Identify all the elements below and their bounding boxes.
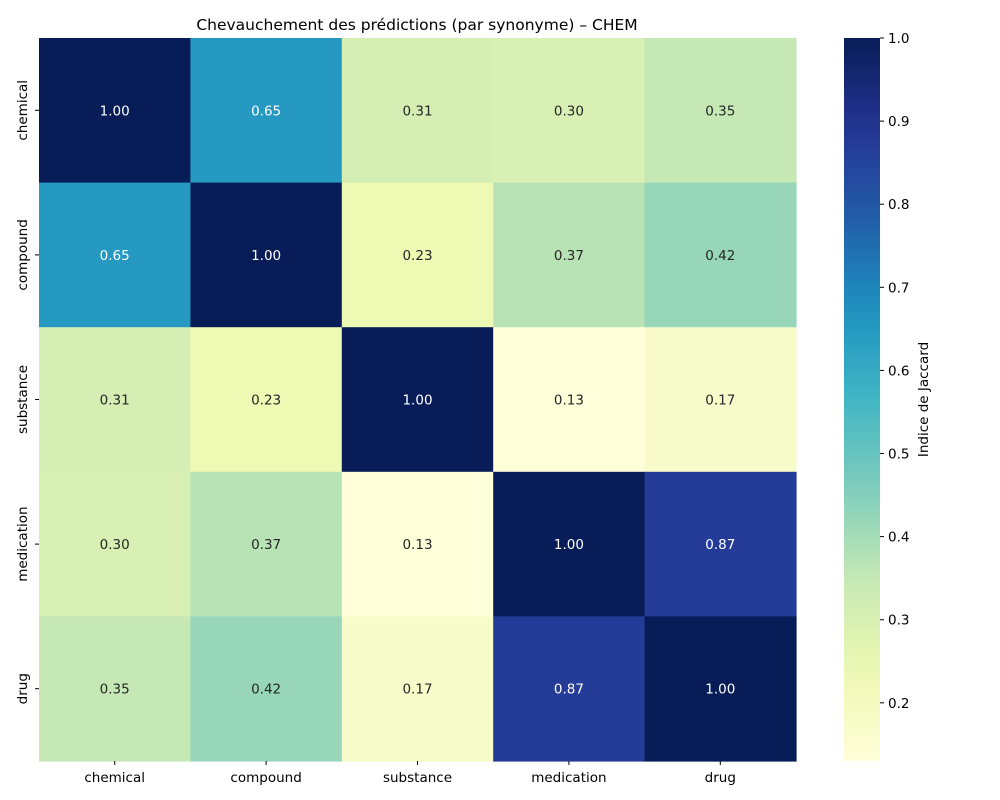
cell-value-3-2: 0.13: [402, 537, 432, 553]
cell-value-4-1: 0.42: [251, 682, 281, 698]
y-tick-label-4: drug: [15, 673, 31, 704]
cell-value-4-3: 0.87: [554, 682, 584, 698]
cell-value-2-1: 0.23: [251, 393, 281, 409]
heatmap-cell-0-3: [493, 38, 646, 184]
chart-title: Chevauchement des prédictions (par synon…: [196, 16, 637, 34]
cell-value-2-2: 1.00: [402, 393, 432, 409]
colorbar-tick-label-7: 0.9: [888, 114, 909, 130]
y-tick-label-0: chemical: [15, 80, 31, 141]
cell-value-1-2: 0.23: [402, 248, 432, 264]
cell-value-0-3: 0.30: [554, 103, 584, 119]
x-tick-label-3: medication: [531, 770, 606, 786]
heatmap-cell-4-1: [190, 616, 343, 762]
x-tick-label-2: substance: [383, 770, 452, 786]
cell-value-1-4: 0.42: [705, 248, 735, 264]
heatmap-cell-0-2: [341, 38, 494, 184]
heatmap-cell-2-3: [493, 327, 646, 473]
cell-value-0-0: 1.00: [100, 103, 130, 119]
cell-value-3-3: 1.00: [554, 537, 584, 553]
colorbar-tick-label-5: 0.7: [888, 280, 909, 296]
heatmap-cells: [39, 38, 797, 762]
cell-value-1-1: 1.00: [251, 248, 281, 264]
heatmap-cell-0-4: [644, 38, 797, 184]
cell-value-4-2: 0.17: [402, 682, 432, 698]
heatmap-cell-1-2: [341, 182, 494, 328]
cell-value-3-4: 0.87: [705, 537, 735, 553]
heatmap-cell-1-4: [644, 182, 797, 328]
y-tick-label-1: compound: [15, 219, 31, 290]
heatmap-cell-4-0: [39, 616, 191, 762]
x-tick-label-1: compound: [230, 770, 301, 786]
colorbar-tick-label-4: 0.6: [888, 363, 909, 379]
cell-annotations: 1.00 0.65 0.31 0.30 0.35 0.65 1.00 0.23 0.37 0.42…: [100, 103, 736, 697]
heatmap-cell-4-3: [493, 616, 646, 762]
colorbar-tick-label-3: 0.5: [888, 447, 909, 463]
heatmap-cell-1-3: [493, 182, 646, 328]
cell-value-2-3: 0.13: [554, 393, 584, 409]
heatmap-cell-3-0: [39, 471, 191, 617]
x-tick-label-0: chemical: [84, 770, 145, 786]
y-tick-label-3: medication: [15, 506, 31, 581]
colorbar-label: Indice de Jaccard: [916, 342, 932, 457]
colorbar: 0.2 0.3 0.4 0.5 0.6 0.7 0.8 0.9 1.0 Indice de Jac…: [844, 31, 932, 761]
colorbar-tick-label-2: 0.4: [888, 530, 909, 546]
cell-value-0-2: 0.31: [402, 103, 432, 119]
heatmap-cell-2-0: [39, 327, 191, 473]
heatmap-cell-0-0: [39, 38, 191, 184]
heatmap-cell-2-4: [644, 327, 797, 473]
heatmap-cell-4-4: [644, 616, 797, 762]
cell-value-2-4: 0.17: [705, 393, 735, 409]
y-axis: chemical compound substance medication drug: [15, 80, 39, 704]
heatmap-cell-0-1: [190, 38, 343, 184]
heatmap-cell-1-1: [190, 182, 343, 328]
cell-value-1-3: 0.37: [554, 248, 584, 264]
cell-value-3-0: 0.30: [100, 537, 130, 553]
cell-value-1-0: 0.65: [100, 248, 130, 264]
heatmap-cell-1-0: [39, 182, 191, 328]
heatmap-cell-2-2: [341, 327, 494, 473]
heatmap-cell-3-3: [493, 471, 646, 617]
x-tick-label-4: drug: [705, 770, 736, 786]
cell-value-3-1: 0.37: [251, 537, 281, 553]
x-axis: chemical compound substance medication drug: [84, 761, 736, 786]
heatmap-cell-3-4: [644, 471, 797, 617]
heatmap-cell-2-1: [190, 327, 343, 473]
colorbar-tick-label-0: 0.2: [888, 696, 909, 712]
cell-value-0-4: 0.35: [705, 103, 735, 119]
cell-value-4-0: 0.35: [100, 682, 130, 698]
colorbar-tick-label-1: 0.3: [888, 613, 909, 629]
heatmap-cell-4-2: [341, 616, 494, 762]
colorbar-gradient: [844, 38, 880, 761]
heatmap-cell-3-1: [190, 471, 343, 617]
heatmap-cell-3-2: [341, 471, 494, 617]
colorbar-tick-label-6: 0.8: [888, 197, 909, 213]
cell-value-4-4: 1.00: [705, 682, 735, 698]
colorbar-tick-label-8: 1.0: [888, 31, 909, 47]
y-tick-label-2: substance: [15, 365, 31, 434]
cell-value-2-0: 0.31: [100, 393, 130, 409]
cell-value-0-1: 0.65: [251, 103, 281, 119]
